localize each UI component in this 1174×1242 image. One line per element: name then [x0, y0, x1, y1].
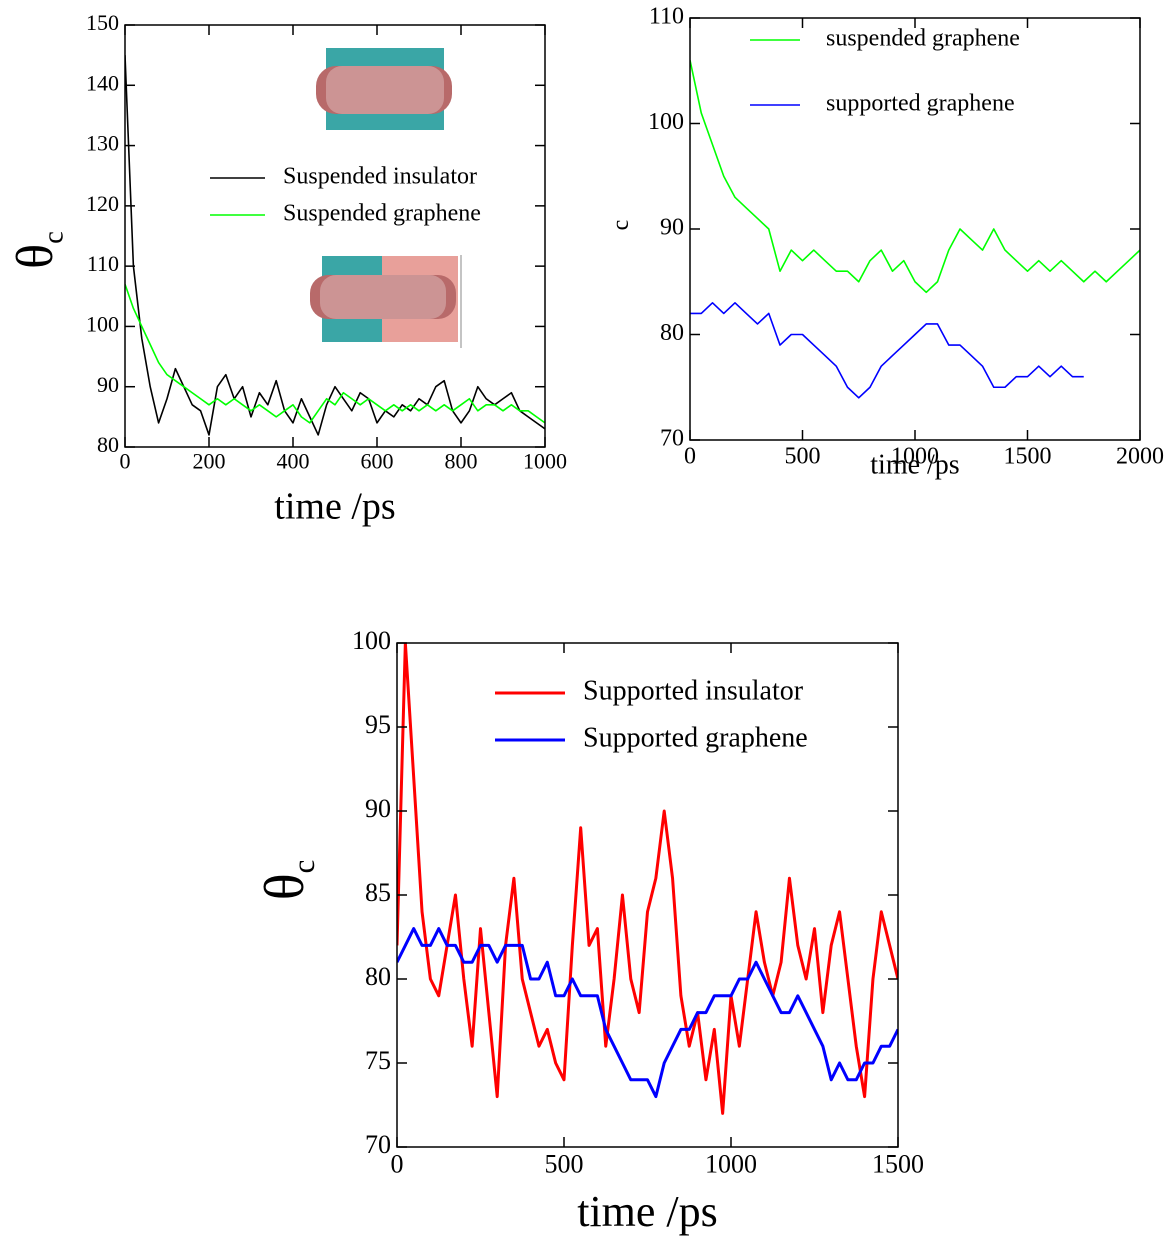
y-tick-label: 90	[97, 372, 119, 397]
legend-label: Supported graphene	[583, 722, 808, 753]
plot-frame	[689, 17, 1141, 441]
plot-frame	[396, 642, 899, 1148]
data-line	[125, 283, 545, 424]
inset-supported	[310, 255, 462, 348]
x-tick-label: 500	[785, 444, 821, 470]
legend-label: Supported insulator	[583, 675, 804, 706]
x-tick-label: 1000	[523, 449, 567, 474]
y-tick-label: 120	[86, 191, 119, 216]
y-axis-label: θc	[254, 860, 321, 901]
x-tick-label: 1500	[872, 1149, 924, 1178]
x-tick-label: 0	[120, 449, 131, 474]
y-tick-label: 100	[648, 109, 684, 135]
data-line	[397, 643, 898, 1115]
x-tick-label: 1500	[1004, 444, 1052, 470]
y-axis-label: c	[608, 220, 634, 231]
x-tick-label: 800	[445, 449, 478, 474]
x-tick-label: 1000	[705, 1149, 757, 1178]
y-tick-label: 100	[352, 626, 391, 655]
y-axis-label-subscript: c	[38, 231, 69, 244]
legend-label: Suspended graphene	[283, 201, 481, 227]
plot-frame	[124, 24, 546, 448]
legend-label: Suspended insulator	[283, 164, 477, 190]
legend-label: suspended graphene	[826, 26, 1020, 52]
y-tick-label: 80	[97, 432, 119, 457]
y-tick-label: 110	[87, 251, 119, 276]
x-tick-label: 400	[277, 449, 310, 474]
y-tick-label: 100	[86, 311, 119, 336]
x-tick-label: 200	[193, 449, 226, 474]
y-tick-label: 70	[660, 426, 684, 452]
y-axis-label-subscript: c	[608, 220, 634, 231]
x-tick-label: 2000	[1116, 444, 1164, 470]
y-axis-label-symbol: θ	[7, 244, 64, 269]
x-axis-label: time /ps	[870, 449, 959, 480]
data-line	[397, 927, 898, 1099]
inset-droplet-highlight	[320, 275, 446, 319]
data-line	[690, 302, 1084, 399]
y-tick-label: 90	[365, 794, 391, 823]
y-tick-label: 95	[365, 710, 391, 739]
x-tick-label: 0	[684, 444, 696, 470]
y-axis-label: θc	[7, 231, 69, 269]
y-tick-label: 80	[660, 320, 684, 346]
y-tick-label: 130	[86, 131, 119, 156]
y-tick-label: 140	[86, 70, 119, 95]
y-tick-label: 150	[86, 10, 119, 35]
inset-droplet-highlight	[326, 66, 444, 114]
data-line	[690, 60, 1140, 294]
y-tick-label: 90	[660, 215, 684, 241]
legend-label: supported graphene	[826, 91, 1015, 117]
y-tick-label: 85	[365, 878, 391, 907]
x-tick-label: 600	[361, 449, 394, 474]
x-axis-label: time /ps	[274, 486, 395, 528]
y-tick-label: 80	[365, 962, 391, 991]
y-axis-label-symbol: θ	[254, 873, 316, 900]
y-axis-label-subscript: c	[287, 860, 321, 874]
y-tick-label: 75	[365, 1046, 391, 1075]
data-line	[125, 55, 545, 436]
y-tick-label: 110	[649, 4, 684, 30]
x-tick-label: 0	[391, 1149, 404, 1178]
x-tick-label: 500	[545, 1149, 584, 1178]
inset-suspended	[316, 48, 452, 130]
x-tick-label: 1000	[891, 444, 939, 470]
y-tick-label: 70	[365, 1130, 391, 1159]
x-axis-label: time /ps	[577, 1187, 718, 1236]
